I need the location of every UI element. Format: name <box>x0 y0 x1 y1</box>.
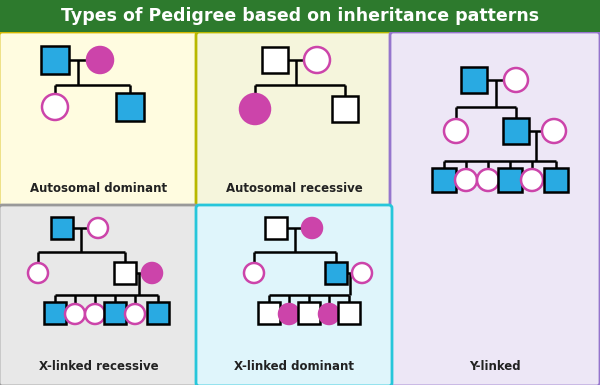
Circle shape <box>279 304 299 324</box>
Circle shape <box>142 263 162 283</box>
Bar <box>147 302 169 324</box>
Circle shape <box>125 304 145 324</box>
Text: Y-linked: Y-linked <box>469 360 521 373</box>
Circle shape <box>521 169 543 191</box>
Circle shape <box>88 218 108 238</box>
Bar <box>298 302 320 324</box>
Text: Autosomal recessive: Autosomal recessive <box>226 182 362 196</box>
Bar <box>104 302 126 324</box>
Bar <box>44 302 66 324</box>
Circle shape <box>477 169 499 191</box>
Circle shape <box>65 304 85 324</box>
Text: Autosomal dominant: Autosomal dominant <box>30 182 167 196</box>
Bar <box>325 262 347 284</box>
Circle shape <box>455 169 477 191</box>
Bar <box>41 46 69 74</box>
Circle shape <box>28 263 48 283</box>
Bar <box>116 93 144 121</box>
Bar <box>498 168 522 192</box>
Circle shape <box>542 119 566 143</box>
Circle shape <box>304 47 330 73</box>
Bar <box>265 217 287 239</box>
Bar <box>114 262 136 284</box>
Circle shape <box>244 263 264 283</box>
Circle shape <box>504 68 528 92</box>
Circle shape <box>85 304 105 324</box>
Text: X-linked dominant: X-linked dominant <box>234 360 354 373</box>
Bar <box>0 0 600 32</box>
Text: X-linked recessive: X-linked recessive <box>38 360 158 373</box>
Circle shape <box>240 94 270 124</box>
Circle shape <box>87 47 113 73</box>
FancyBboxPatch shape <box>196 205 392 385</box>
Circle shape <box>42 94 68 120</box>
FancyBboxPatch shape <box>196 32 392 208</box>
Bar <box>262 47 288 73</box>
FancyBboxPatch shape <box>0 32 198 208</box>
Bar <box>338 302 360 324</box>
FancyBboxPatch shape <box>390 32 600 385</box>
Circle shape <box>444 119 468 143</box>
Bar <box>258 302 280 324</box>
Text: Types of Pedigree based on inheritance patterns: Types of Pedigree based on inheritance p… <box>61 7 539 25</box>
Bar <box>503 118 529 144</box>
Bar <box>51 217 73 239</box>
Bar <box>432 168 456 192</box>
Bar <box>461 67 487 93</box>
Circle shape <box>319 304 339 324</box>
Circle shape <box>302 218 322 238</box>
Bar <box>332 96 358 122</box>
FancyBboxPatch shape <box>0 205 198 385</box>
Circle shape <box>352 263 372 283</box>
Bar <box>544 168 568 192</box>
